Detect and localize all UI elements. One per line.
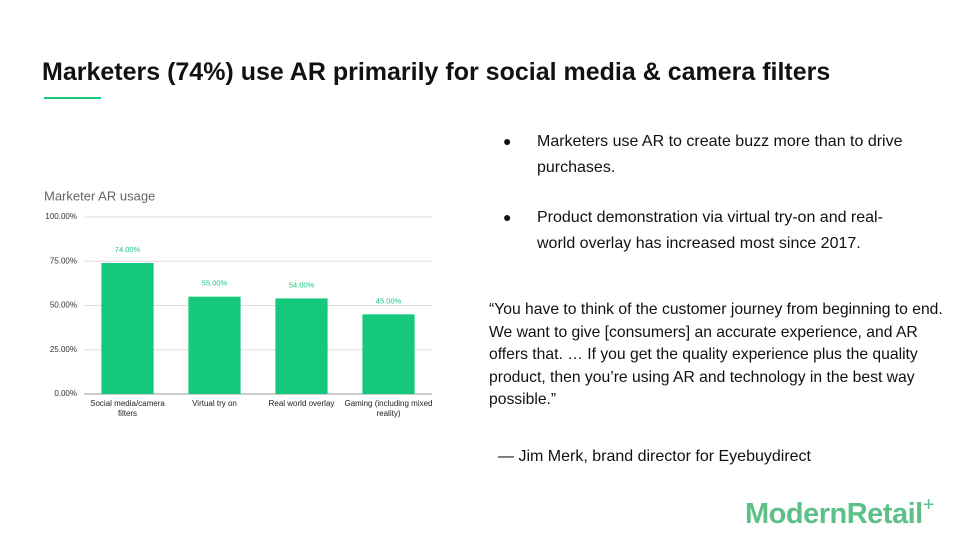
title-underline bbox=[44, 97, 101, 99]
bullet-dot: ● bbox=[503, 209, 512, 225]
bullet-text: Product demonstration via virtual try-on… bbox=[537, 209, 883, 252]
x-tick-label: Real world overlay bbox=[268, 399, 335, 408]
x-tick-label: Social media/camera filters bbox=[90, 399, 165, 418]
y-tick-label: 25.00% bbox=[50, 345, 77, 354]
y-tick-label: 50.00% bbox=[50, 301, 77, 310]
attribution: — Jim Merk, brand director for Eyebuydir… bbox=[498, 448, 811, 465]
bar bbox=[188, 296, 241, 394]
y-tick-label: 100.00% bbox=[45, 212, 77, 221]
bullet-dot: ● bbox=[503, 133, 512, 149]
bullet-text: Marketers use AR to create buzz more tha… bbox=[537, 133, 903, 176]
x-tick-label: Gaming (including mixed reality) bbox=[344, 399, 433, 418]
value-label: 45.00% bbox=[376, 296, 402, 305]
slide-title: Marketers (74%) use AR primarily for soc… bbox=[42, 58, 831, 86]
bar bbox=[101, 263, 154, 394]
logo: ModernRetail+ bbox=[745, 494, 934, 531]
value-label: 74.00% bbox=[115, 245, 141, 254]
value-label: 54.00% bbox=[289, 280, 315, 289]
x-tick-label: Virtual try on bbox=[192, 399, 237, 408]
logo-text: ModernRetail bbox=[745, 498, 923, 530]
y-tick-label: 0.00% bbox=[54, 389, 77, 398]
chart-title: Marketer AR usage bbox=[44, 188, 155, 203]
bar bbox=[275, 298, 328, 394]
value-label: 55.00% bbox=[202, 279, 228, 288]
bar bbox=[362, 314, 415, 394]
chart: Marketer AR usage 0.00% 25.00% 50.00% 75.00… bbox=[44, 188, 432, 398]
quote: “You have to think of the customer journ… bbox=[489, 301, 943, 408]
y-tick-label: 75.00% bbox=[50, 256, 77, 265]
logo-mark: + bbox=[922, 494, 935, 516]
